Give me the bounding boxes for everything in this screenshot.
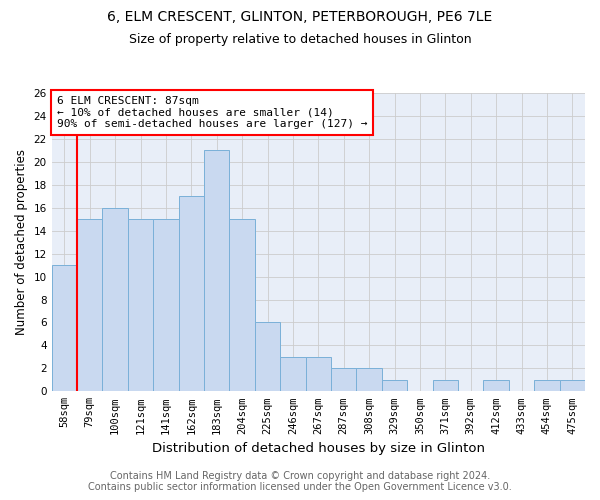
Bar (305, 357, 331, 392)
Bar (534, 380, 560, 392)
Bar (382, 380, 407, 392)
Text: Size of property relative to detached houses in Glinton: Size of property relative to detached ho… (128, 32, 472, 46)
Bar (280, 357, 305, 392)
Bar (52, 265, 77, 392)
Bar (433, 380, 458, 392)
Text: Contains HM Land Registry data © Crown copyright and database right 2024.
Contai: Contains HM Land Registry data © Crown c… (88, 471, 512, 492)
Bar (128, 219, 153, 392)
Bar (331, 368, 356, 392)
Bar (204, 150, 229, 392)
Y-axis label: Number of detached properties: Number of detached properties (15, 149, 28, 335)
Bar (179, 196, 204, 392)
Text: 6 ELM CRESCENT: 87sqm
← 10% of detached houses are smaller (14)
90% of semi-deta: 6 ELM CRESCENT: 87sqm ← 10% of detached … (57, 96, 367, 129)
Bar (103, 208, 128, 392)
X-axis label: Distribution of detached houses by size in Glinton: Distribution of detached houses by size … (152, 442, 485, 455)
Bar (356, 368, 382, 392)
Text: 6, ELM CRESCENT, GLINTON, PETERBOROUGH, PE6 7LE: 6, ELM CRESCENT, GLINTON, PETERBOROUGH, … (107, 10, 493, 24)
Bar (560, 380, 585, 392)
Bar (229, 219, 255, 392)
Bar (153, 219, 179, 392)
Bar (484, 380, 509, 392)
Bar (77, 219, 103, 392)
Bar (255, 322, 280, 392)
